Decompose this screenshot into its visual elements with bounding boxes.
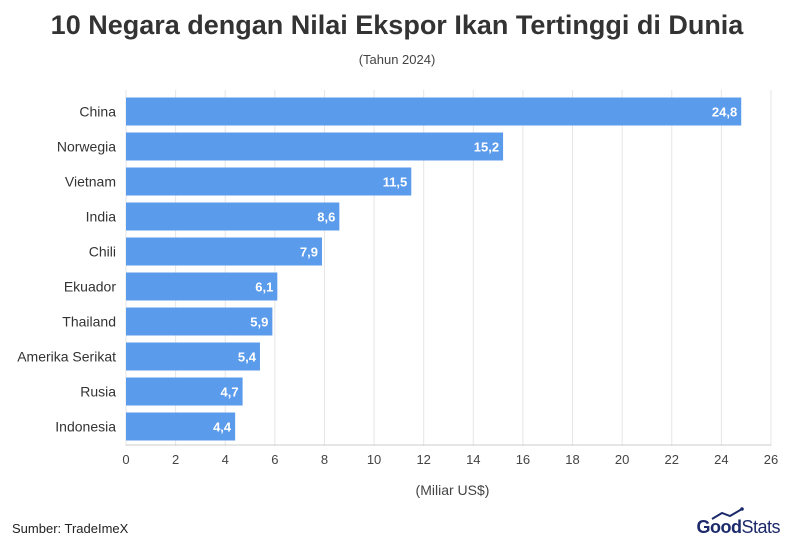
category-label: Rusia — [80, 384, 116, 400]
source-note: Sumber: TradeImeX — [12, 521, 129, 536]
category-label: India — [86, 209, 117, 225]
data-label: 5,4 — [238, 350, 257, 365]
category-label: Norwegia — [57, 139, 116, 155]
category-label: Indonesia — [55, 419, 116, 435]
category-label: Ekuador — [64, 279, 116, 295]
x-tick-label: 22 — [665, 452, 679, 467]
bar — [126, 97, 742, 126]
data-label: 6,1 — [255, 280, 273, 295]
chart-subtitle: (Tahun 2024) — [358, 52, 436, 67]
category-label: China — [79, 104, 116, 120]
chart-title: 10 Negara dengan Nilai Ekspor Ikan Terti… — [50, 10, 744, 40]
bar — [126, 272, 278, 301]
x-tick-label: 16 — [516, 452, 530, 467]
data-label: 11,5 — [383, 175, 408, 190]
data-label: 7,9 — [300, 245, 318, 260]
category-label: Vietnam — [65, 174, 116, 190]
x-tick-label: 6 — [271, 452, 278, 467]
x-tick-label: 26 — [764, 452, 778, 467]
bar — [126, 132, 504, 161]
data-label: 24,8 — [712, 105, 737, 120]
brand-logo: Good Stats — [696, 507, 780, 538]
x-tick-label: 4 — [222, 452, 229, 467]
bar — [126, 342, 260, 371]
bar — [126, 307, 273, 336]
x-tick-label: 12 — [416, 452, 430, 467]
bar — [126, 377, 243, 406]
x-tick-label: 20 — [615, 452, 629, 467]
data-label: 4,4 — [213, 420, 232, 435]
x-tick-label: 2 — [172, 452, 179, 467]
brand-good: Good — [696, 517, 742, 537]
x-tick-label: 8 — [321, 452, 328, 467]
brand-stats: Stats — [741, 517, 780, 537]
bar — [126, 237, 322, 266]
category-label: Amerika Serikat — [17, 349, 116, 365]
category-label: Chili — [89, 244, 116, 260]
bar — [126, 167, 412, 196]
data-label: 4,7 — [221, 385, 239, 400]
data-label: 15,2 — [474, 140, 499, 155]
data-label: 8,6 — [317, 210, 335, 225]
x-axis-title: (Miliar US$) — [416, 482, 490, 498]
x-tick-label: 14 — [466, 452, 480, 467]
data-label: 5,9 — [250, 315, 268, 330]
category-label: Thailand — [62, 314, 116, 330]
x-tick-label: 0 — [122, 452, 129, 467]
trend-icon — [711, 507, 745, 520]
x-tick-label: 10 — [367, 452, 381, 467]
bar — [126, 412, 236, 441]
x-tick-label: 24 — [714, 452, 728, 467]
bar — [126, 202, 340, 231]
x-tick-label: 18 — [565, 452, 579, 467]
